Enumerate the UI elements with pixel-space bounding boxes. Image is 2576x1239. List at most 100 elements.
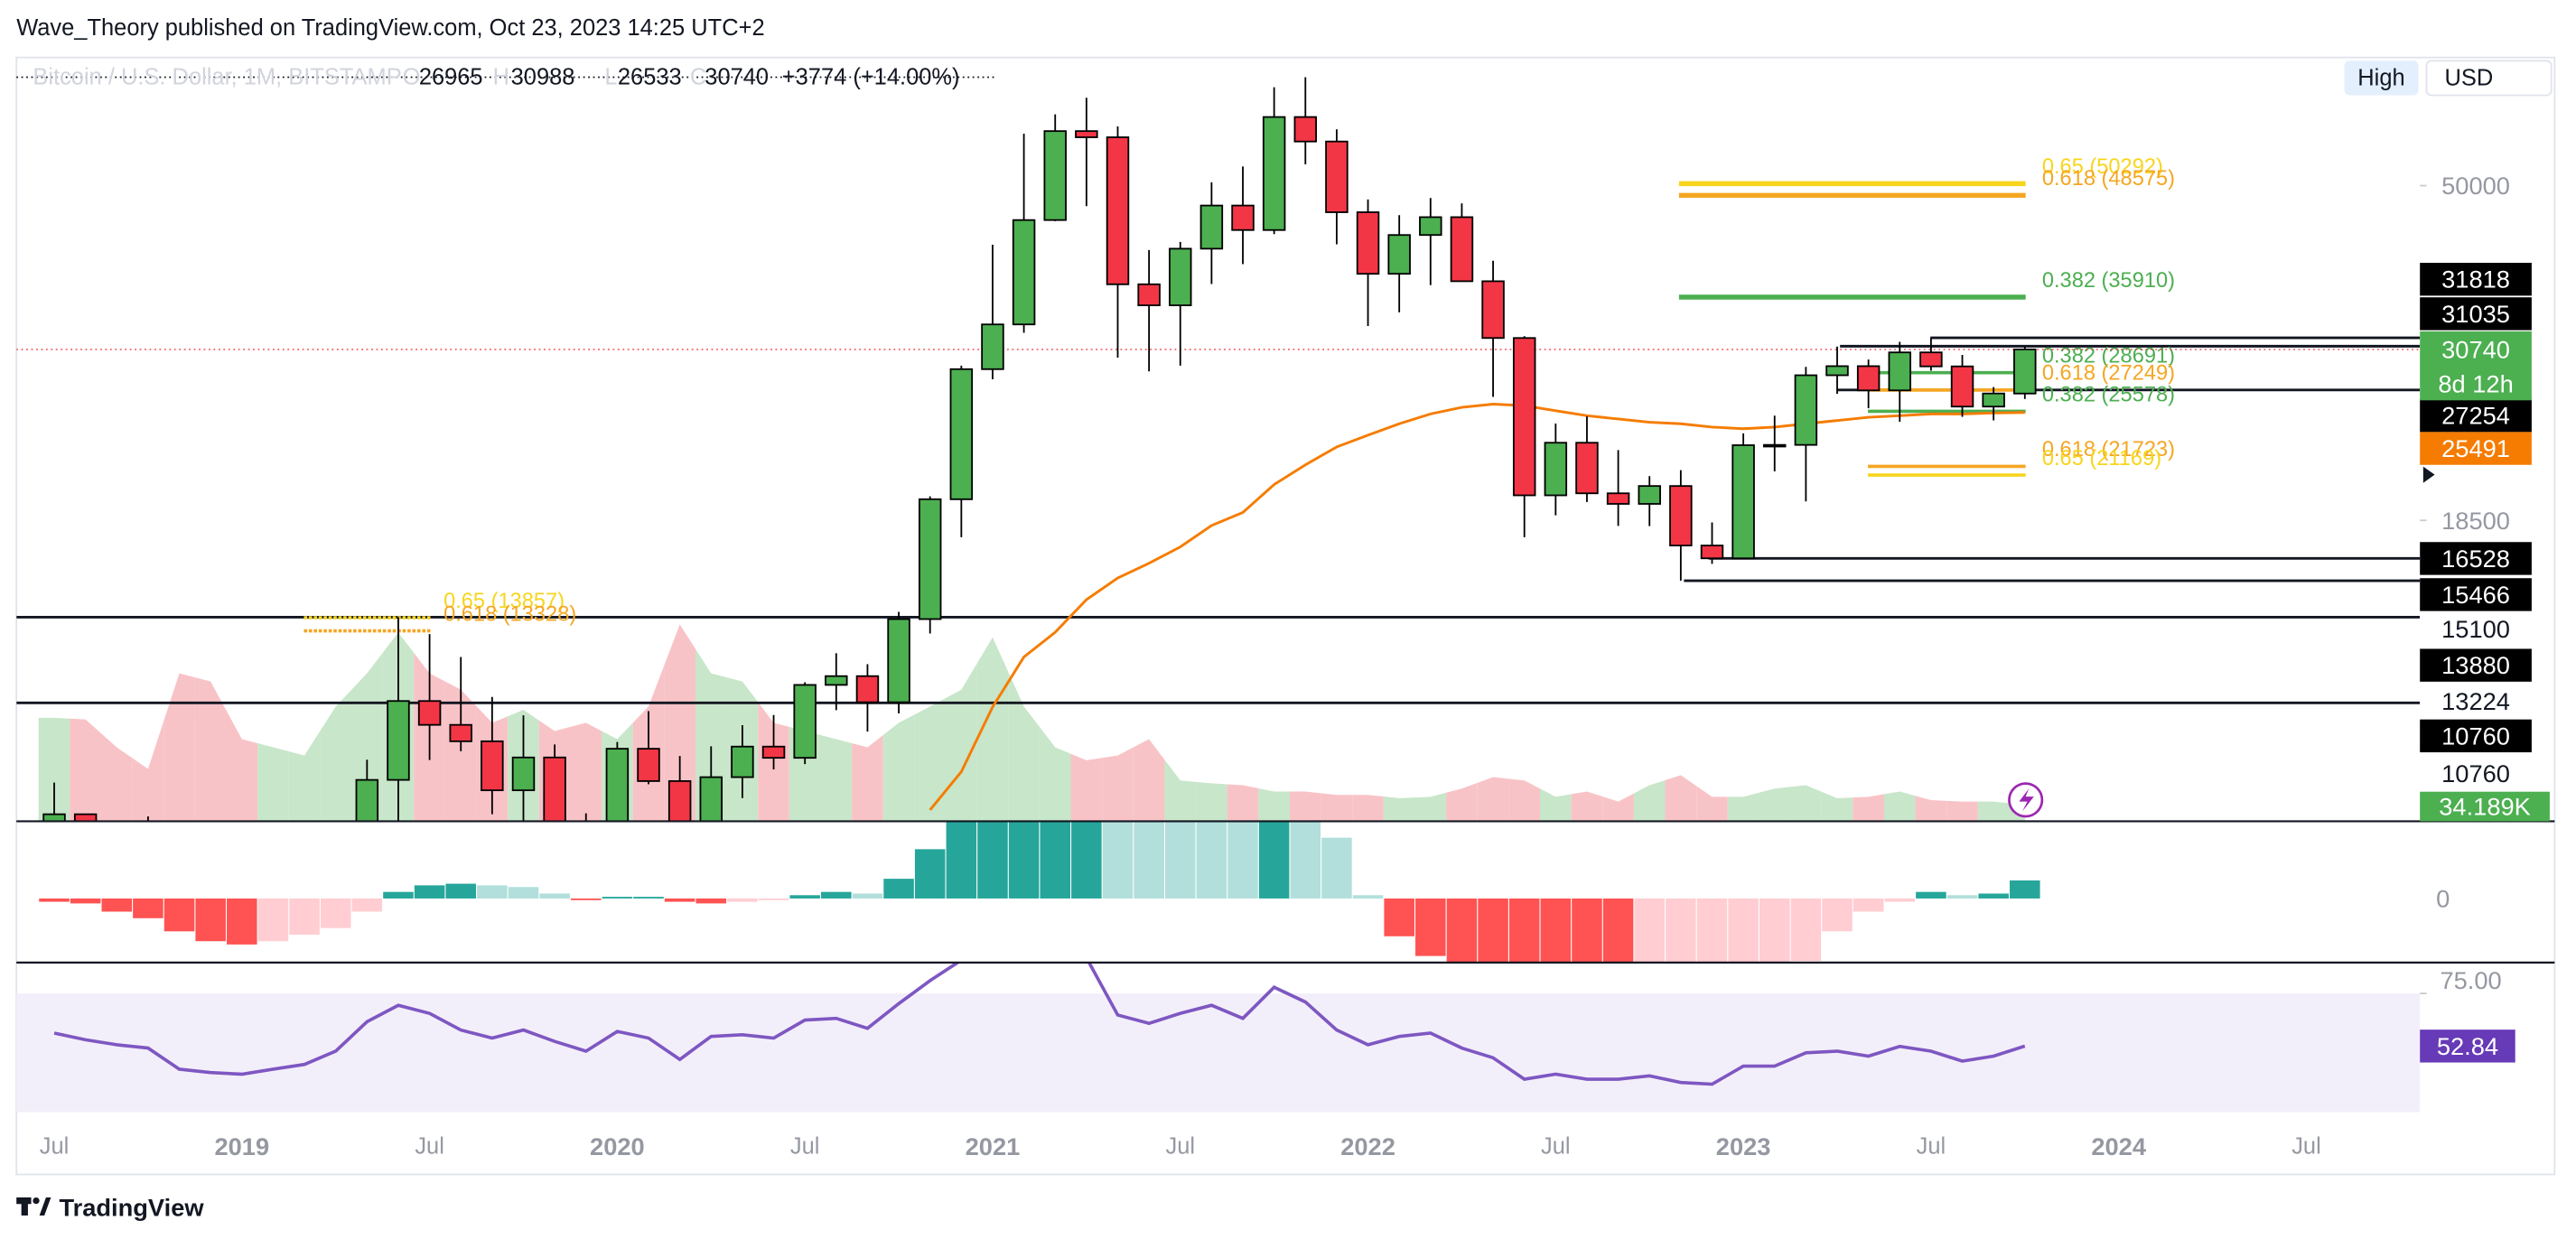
volume-area [1915, 796, 1947, 822]
candle-body [855, 675, 880, 703]
macd-bar [1290, 821, 1321, 899]
candle-body [1919, 351, 1943, 368]
macd-bar [70, 898, 101, 904]
macd-bar [1508, 898, 1540, 963]
x-tick-label: 2020 [590, 1132, 645, 1160]
axes: Jul 2019 Jul 2020 Jul 2021 Jul 2022 Jul 2023 Jul 20… [40, 172, 2550, 1160]
macd-bar [1164, 821, 1196, 899]
macd-bar [1227, 821, 1258, 899]
legend-change: +3774 (+14.00%) [782, 64, 960, 89]
legend-value: 26533 [618, 64, 682, 89]
fib-label: 0.618 (27249) [2042, 362, 2175, 386]
price-label: 34.189K [2439, 793, 2531, 821]
candle-body [1293, 116, 1318, 143]
rsi-band [16, 993, 2421, 1113]
high-button[interactable] [2344, 61, 2419, 96]
macd-bar [1602, 898, 1634, 963]
candle-body [1169, 247, 1192, 307]
volume-area [1602, 793, 1634, 822]
fib-label: 0.618 (48575) [2042, 167, 2175, 191]
candle-body [1106, 136, 1130, 285]
candle-body [137, 866, 159, 882]
macd-bar [1946, 895, 1978, 899]
volume-area [1977, 801, 2010, 822]
macd-bar [977, 821, 1008, 899]
volume-area [226, 710, 258, 822]
price-label: 10760 [2441, 722, 2510, 750]
macd-bar [1134, 821, 1164, 899]
macd-bar [821, 891, 852, 899]
candle-body [449, 723, 472, 742]
currency-button[interactable] [2425, 60, 2553, 97]
price-layer: 0.65 (50292)0.618 (48575) 0.382 (35910) 0.… [16, 77, 2421, 882]
volume-area [664, 624, 695, 822]
x-tick-label: 2024 [2091, 1132, 2146, 1160]
candle-body [981, 323, 1004, 370]
volume-layer [38, 624, 2025, 822]
candle-body [1731, 444, 1755, 560]
price-label: 10760 [2441, 759, 2510, 787]
macd-bar [1759, 898, 1790, 963]
currency-button-label[interactable]: USD [2444, 65, 2493, 90]
macd-bar [633, 897, 664, 899]
volume-area [570, 722, 602, 822]
volume-area [1070, 753, 1103, 822]
candle-body [1638, 485, 1661, 505]
volume-area [163, 673, 195, 822]
macd-bar [1790, 898, 1822, 962]
candle-body [73, 813, 98, 822]
macd-bar [1478, 898, 1508, 963]
macd-bar [1666, 898, 1696, 963]
legend-key: C [690, 64, 706, 89]
volume-area [1821, 791, 1853, 822]
candle-body [1043, 130, 1067, 221]
price-label: 13880 [2441, 651, 2510, 679]
volume-area [1352, 795, 1384, 822]
volume-area [976, 637, 1009, 822]
macd-bar [1916, 891, 1946, 899]
candle-body [637, 748, 660, 782]
candle-body [949, 368, 974, 500]
macd-bar [852, 893, 883, 899]
macd-bar [539, 893, 570, 899]
candle-body [1512, 337, 1536, 497]
candle-body [1419, 216, 1442, 237]
volume-area [1540, 788, 1572, 822]
candle-body [1356, 211, 1380, 275]
macd-bar [602, 897, 633, 899]
volume-area [100, 733, 133, 822]
volume-area [852, 734, 883, 822]
fib-label: 0.618 (21723) [2042, 438, 2175, 461]
volume-area [1727, 792, 1759, 822]
candle-body [1075, 130, 1098, 138]
candle-body [575, 822, 597, 838]
x-tick-label: Jul [1165, 1134, 1195, 1160]
volume-area [1039, 726, 1071, 822]
macd-bar [1352, 895, 1384, 899]
event-icon-bolt [2019, 788, 2034, 812]
volume-area [1665, 775, 1697, 822]
candle-body [1888, 351, 1912, 392]
volume-area [1258, 788, 1290, 822]
legend-value: 26965 [419, 64, 483, 89]
macd-bar [1446, 898, 1478, 963]
macd-bar [1728, 898, 1759, 963]
volume-area [288, 731, 321, 822]
legend-key: L [604, 64, 617, 89]
macd-bar [758, 898, 789, 900]
candle-body [387, 700, 410, 781]
high-button-label[interactable]: High [2357, 65, 2404, 90]
candle-body [699, 776, 723, 822]
macd-bar [227, 898, 257, 945]
macd-bar [383, 891, 414, 899]
rsi-pane [16, 993, 2421, 1113]
macd-bar [1258, 821, 1290, 899]
price-label: 31818 [2441, 266, 2510, 293]
price-label: 13224 [2441, 687, 2510, 715]
macd-bar [695, 898, 727, 904]
macd-bar [664, 898, 695, 902]
volume-area [38, 717, 70, 822]
macd-bar [351, 898, 383, 912]
x-tick-label: Jul [1541, 1134, 1571, 1160]
